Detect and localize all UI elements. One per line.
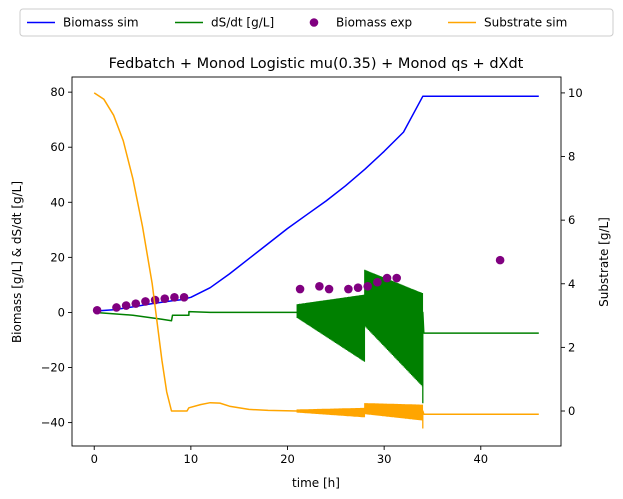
legend-label: dS/dt [g/L] [211, 16, 274, 30]
point-biomass-exp [363, 281, 373, 291]
point-biomass-exp [315, 281, 324, 291]
x-tick-label: 40 [473, 452, 488, 466]
x-axis-label: time [h] [292, 476, 340, 490]
y-right-tick-label: 8 [568, 150, 575, 164]
y-right-tick-label: 6 [568, 213, 575, 227]
legend-label: Substrate sim [484, 16, 567, 30]
y-left-tick-label: −40 [41, 416, 65, 430]
y-left-tick-label: 60 [50, 140, 65, 154]
y-left-tick-label: 0 [58, 305, 65, 319]
y-axis-left-label: Biomass [g/L] & dS/dt [g/L] [10, 181, 24, 343]
point-biomass-exp [92, 305, 102, 315]
point-biomass-exp [392, 273, 402, 283]
y-axis-right-label: Substrate [g/L] [597, 217, 611, 307]
point-biomass-exp [295, 284, 305, 294]
point-biomass-exp [150, 295, 160, 305]
oscillation-band-ds-dt-g-l- [296, 269, 424, 404]
x-tick-label: 20 [280, 452, 295, 466]
legend-marker [309, 18, 319, 27]
point-biomass-exp [382, 273, 392, 283]
y-left-tick-label: −20 [41, 361, 65, 375]
x-tick-label: 0 [91, 452, 98, 466]
legend: Biomass sim dS/dt [g/L] Biomass exp Substra… [19, 8, 614, 37]
point-biomass-exp [344, 284, 353, 294]
point-biomass-exp [170, 292, 179, 302]
plot-area [92, 92, 539, 429]
y-right-tick-label: 10 [568, 86, 583, 100]
point-biomass-exp [112, 303, 121, 312]
point-biomass-exp [495, 255, 505, 265]
y-left-tick-label: 40 [50, 195, 65, 209]
x-tick-label: 30 [377, 452, 392, 466]
legend-label: Biomass exp [336, 16, 412, 30]
y-left-tick-label: 20 [50, 250, 65, 264]
point-biomass-exp [179, 292, 189, 302]
point-biomass-exp [121, 301, 131, 310]
point-biomass-exp [131, 299, 141, 308]
plot-frame [71, 76, 562, 447]
y-right-tick-label: 2 [568, 340, 575, 354]
point-biomass-exp [160, 294, 170, 303]
axes: 0 10 20 30 40 −40 −20 0 20 40 60 80 0 2 4 6 8 10 [41, 76, 583, 466]
point-biomass-exp [353, 283, 363, 292]
series-group [92, 92, 539, 429]
y-right-tick-label: 4 [568, 277, 575, 291]
legend-label: Biomass sim [63, 16, 139, 30]
y-left-tick-label: 80 [50, 85, 65, 99]
x-tick-label: 10 [184, 452, 199, 466]
line-substrate-sim [93, 92, 539, 415]
y-right-tick-label: 0 [568, 404, 575, 418]
point-biomass-exp [324, 284, 334, 294]
point-biomass-exp [141, 297, 150, 306]
line-biomass-sim [94, 95, 539, 312]
chart-title: Fedbatch + Monod Logistic mu(0.35) + Mon… [109, 56, 524, 72]
point-biomass-exp [373, 277, 382, 287]
oscillation-band-substrate-sim [296, 403, 424, 429]
